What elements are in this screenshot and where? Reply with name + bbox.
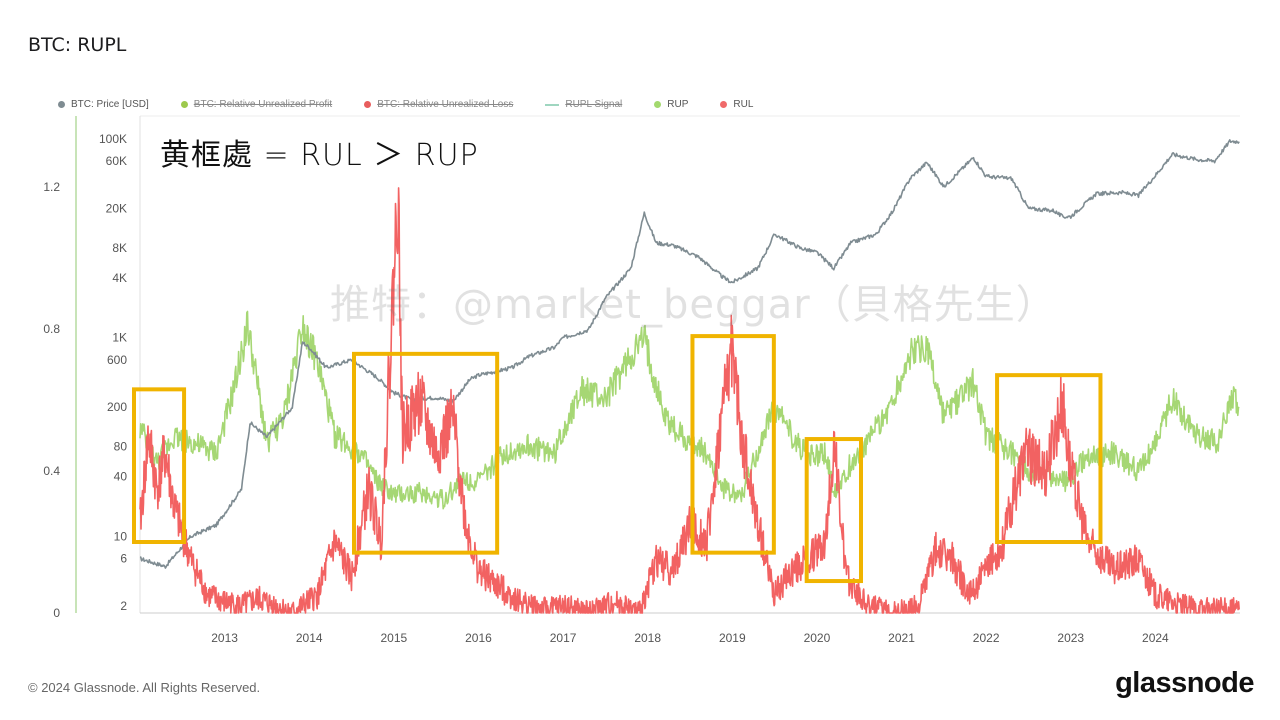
series-line-rul xyxy=(139,187,1240,614)
x-tick-label: 2017 xyxy=(550,631,577,645)
price-tick-label: 1K xyxy=(112,331,127,345)
price-tick-label: 6 xyxy=(120,552,127,566)
x-tick-label: 2015 xyxy=(380,631,407,645)
x-tick-label: 2014 xyxy=(296,631,323,645)
x-axis-ticks: 2013 2014 2015 2016 2017 2018 2019 2020 2021 2022… xyxy=(211,631,1169,645)
legend-label: BTC: Price [USD] xyxy=(71,99,149,110)
price-tick-label: 200 xyxy=(107,400,127,414)
price-tick-label: 4K xyxy=(112,271,127,285)
price-tick-label: 40 xyxy=(114,470,128,484)
x-tick-label: 2018 xyxy=(634,631,661,645)
highlight-layer xyxy=(132,334,1103,584)
watermark-text: 推特：@market_beggar（貝格先生） xyxy=(330,282,1057,328)
x-tick-label: 2021 xyxy=(888,631,915,645)
x-tick-label: 2013 xyxy=(211,631,238,645)
series-line-btc-price-usd- xyxy=(139,139,1240,569)
x-tick-label: 2022 xyxy=(973,631,1000,645)
series-line-rup xyxy=(139,310,1240,510)
chart-legend: BTC: Price [USD] BTC: Relative Unrealized… xyxy=(58,99,785,110)
left-tick-label: 1.2 xyxy=(43,180,60,194)
x-tick-label: 2019 xyxy=(719,631,746,645)
price-tick-label: 20K xyxy=(106,201,127,215)
price-tick-label: 100K xyxy=(99,132,127,146)
legend-swatch xyxy=(720,101,728,108)
legend-item-3[interactable]: RUPL Signal xyxy=(545,99,622,110)
legend-item-5[interactable]: RUL xyxy=(720,99,753,110)
left-tick-label: 0 xyxy=(53,606,60,620)
legend-swatch xyxy=(364,101,372,108)
legend-label: RUP xyxy=(667,99,689,110)
left-tick-label: 0.8 xyxy=(43,322,60,336)
legend-label: BTC: Relative Unrealized Profit xyxy=(193,99,333,110)
legend-label: RUL xyxy=(733,99,754,110)
chart-canvas: 0 0.4 0.8 1.2 2 6 10 40 80 200 600 1K 4K 8K 20K 60K 100… xyxy=(43,115,1240,645)
handwritten-annotation: 黄框處 = RUL ＞ RUP xyxy=(160,138,479,173)
legend-item-1[interactable]: BTC: Relative Unrealized Profit xyxy=(180,99,333,110)
price-tick-label: 600 xyxy=(107,353,127,367)
price-tick-label: 8K xyxy=(112,241,127,255)
price-tick-label: 10 xyxy=(114,530,128,544)
x-tick-label: 2016 xyxy=(465,631,492,645)
price-tick-label: 2 xyxy=(120,599,127,613)
legend-item-2[interactable]: BTC: Relative Unrealized Loss xyxy=(364,99,513,110)
price-tick-label: 80 xyxy=(114,440,128,454)
legend-label: BTC: Relative Unrealized Loss xyxy=(377,99,514,110)
copyright-footer: © 2024 Glassnode. All Rights Reserved. xyxy=(28,680,261,695)
highlight-box-2 xyxy=(690,334,776,555)
legend-swatch xyxy=(58,101,65,108)
price-axis-ticks: 2 6 10 40 80 200 600 1K 4K 8K 20K 60K 100K xyxy=(99,132,127,613)
price-tick-label: 60K xyxy=(106,154,127,168)
left-axis-ticks: 0 0.4 0.8 1.2 xyxy=(43,180,60,620)
legend-item-4[interactable]: RUP xyxy=(654,99,688,110)
chart-title: BTC: RUPL xyxy=(28,34,127,56)
legend-label: RUPL Signal xyxy=(565,99,623,110)
legend-item-0[interactable]: BTC: Price [USD] xyxy=(58,99,149,110)
legend-swatch xyxy=(180,101,188,108)
highlight-box-3 xyxy=(804,437,864,584)
series-layer xyxy=(139,139,1240,614)
highlight-box-0 xyxy=(132,387,187,544)
x-tick-label: 2023 xyxy=(1057,631,1084,645)
highlight-box-1 xyxy=(352,351,500,555)
legend-swatch xyxy=(545,103,560,106)
left-tick-label: 0.4 xyxy=(43,464,60,478)
legend-swatch xyxy=(654,101,662,108)
highlight-box-4 xyxy=(995,373,1103,544)
glassnode-logo: glassnode xyxy=(1115,667,1254,699)
x-tick-label: 2024 xyxy=(1142,631,1169,645)
x-tick-label: 2020 xyxy=(804,631,831,645)
